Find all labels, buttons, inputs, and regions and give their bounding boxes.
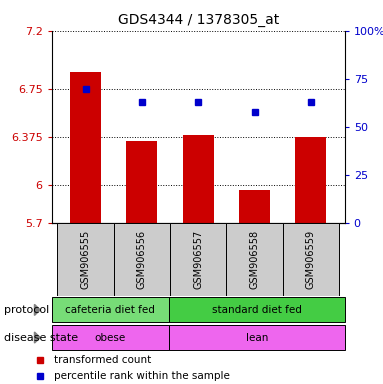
Bar <box>114 223 170 296</box>
Bar <box>57 223 114 296</box>
Polygon shape <box>34 332 40 343</box>
Text: obese: obese <box>95 333 126 343</box>
Bar <box>295 137 326 223</box>
Text: lean: lean <box>246 333 268 343</box>
Text: GSM906558: GSM906558 <box>250 230 260 289</box>
Bar <box>126 141 157 223</box>
Bar <box>169 298 345 322</box>
Bar <box>239 190 270 223</box>
Bar <box>283 223 339 296</box>
Text: GSM906557: GSM906557 <box>193 230 203 289</box>
Text: cafeteria diet fed: cafeteria diet fed <box>65 305 155 315</box>
Text: GSM906559: GSM906559 <box>306 230 316 289</box>
Polygon shape <box>34 305 40 315</box>
Bar <box>52 298 169 322</box>
Title: GDS4344 / 1378305_at: GDS4344 / 1378305_at <box>118 13 279 27</box>
Text: standard diet fed: standard diet fed <box>212 305 302 315</box>
Text: percentile rank within the sample: percentile rank within the sample <box>54 371 229 381</box>
Bar <box>52 325 169 350</box>
Bar <box>169 325 345 350</box>
Bar <box>170 223 226 296</box>
Text: protocol: protocol <box>4 305 49 315</box>
Bar <box>70 72 101 223</box>
Text: GSM906556: GSM906556 <box>137 230 147 289</box>
Text: transformed count: transformed count <box>54 354 151 364</box>
Bar <box>183 136 214 223</box>
Text: GSM906555: GSM906555 <box>80 230 90 289</box>
Bar <box>226 223 283 296</box>
Text: disease state: disease state <box>4 333 78 343</box>
